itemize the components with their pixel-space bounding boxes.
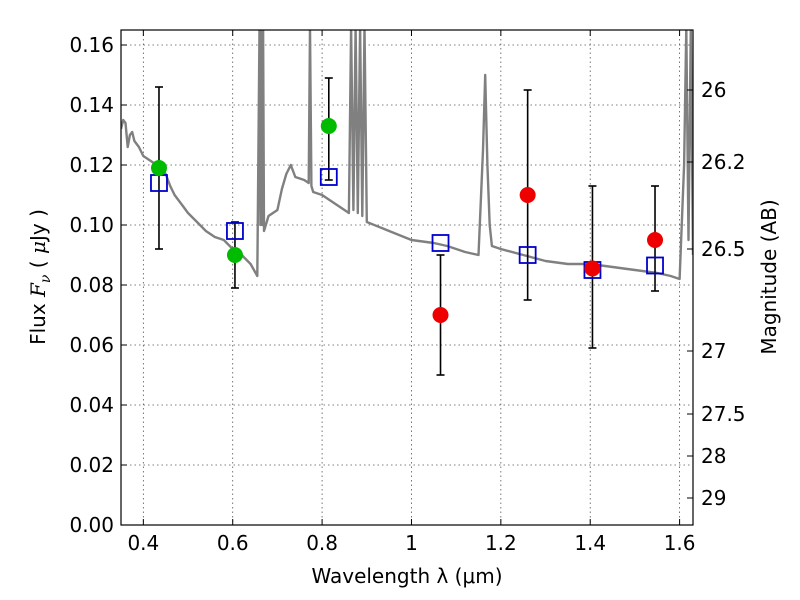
y-tick-label: 0.06 <box>69 333 114 357</box>
magnitude-tick-label: 29 <box>701 486 726 510</box>
x-tick-label: 0.4 <box>127 531 159 555</box>
x-tick-label: 0.6 <box>217 531 249 555</box>
model-square-marker <box>518 246 537 264</box>
green-circle-marker <box>150 160 167 176</box>
x-axis-label: Wavelength λ (μm) <box>311 564 502 588</box>
model-square-marker <box>226 222 244 240</box>
red-circle-marker <box>519 187 536 203</box>
magnitude-tick-label: 27.5 <box>701 402 746 426</box>
error-bars <box>154 77 660 376</box>
plot-frame <box>120 29 694 526</box>
spectrum-line <box>121 30 693 281</box>
x-tick-label: 0.8 <box>306 531 338 555</box>
red-circle-marker <box>432 307 449 323</box>
y-tick-label: 0.02 <box>69 453 114 477</box>
model-square-marker <box>431 234 450 252</box>
right-axis-label: Magnitude (AB) <box>757 199 781 354</box>
model-square-marker <box>646 256 664 275</box>
y-axis-label: Flux Fν ( μJy ) <box>26 209 54 345</box>
y-tick-label: 0.12 <box>69 153 114 177</box>
y-tick-label: 0.00 <box>69 513 114 537</box>
spectrum <box>121 30 693 281</box>
green-circle-marker <box>320 118 337 134</box>
markers <box>150 118 664 323</box>
model-square-marker <box>319 168 338 186</box>
y-tick-label: 0.04 <box>69 393 114 417</box>
magnitude-tick-label: 27 <box>701 339 726 363</box>
red-circle-marker <box>647 232 664 248</box>
magnitude-tick-label: 26 <box>701 78 726 102</box>
x-tick-label: 1.6 <box>664 531 696 555</box>
x-tick-label: 1.4 <box>574 531 606 555</box>
x-tick-label: 1 <box>405 531 418 555</box>
plot-area <box>121 30 693 525</box>
red-circle-marker <box>584 260 601 277</box>
magnitude-tick-label: 26.5 <box>701 237 746 261</box>
y-tick-label: 0.08 <box>69 273 114 297</box>
magnitude-tick-label: 28 <box>701 444 726 468</box>
y-tick-label: 0.10 <box>69 213 114 237</box>
x-tick-label: 1.2 <box>485 531 517 555</box>
ticks: 0.4 0.6 0.8 1 1.2 1.4 1.6 0.00 0.02 0.04 0.06 0.08 0… <box>69 30 746 555</box>
magnitude-tick-label: 26.2 <box>701 150 746 174</box>
green-circle-marker <box>226 247 243 263</box>
y-tick-label: 0.16 <box>69 33 114 57</box>
y-tick-label: 0.14 <box>69 93 114 117</box>
